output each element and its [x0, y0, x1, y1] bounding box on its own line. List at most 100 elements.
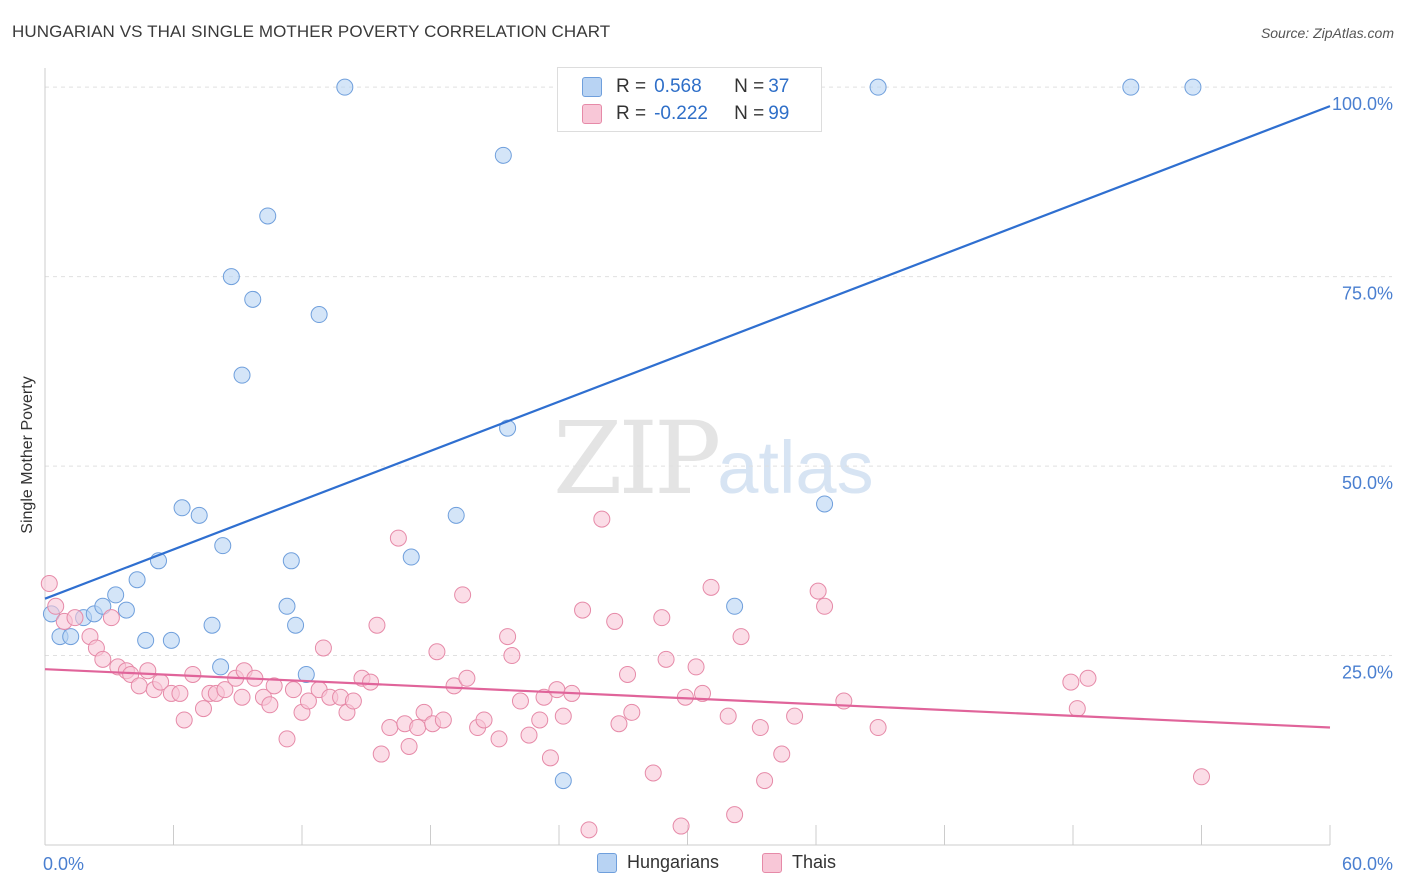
hungarian-point — [244, 290, 262, 308]
n-value: 37 — [768, 76, 790, 97]
thai-point — [719, 707, 737, 725]
hungarian-point — [278, 597, 296, 615]
thai-point — [503, 647, 521, 665]
thai-point — [653, 609, 671, 627]
thai-point — [541, 749, 559, 767]
thai-point — [362, 673, 380, 691]
n-value: 99 — [768, 103, 790, 124]
thai-point — [756, 772, 774, 790]
hungarian-point — [297, 665, 315, 683]
thai-point — [511, 692, 529, 710]
source-label: Source: ZipAtlas.com — [1260, 25, 1394, 41]
thai-point — [580, 821, 598, 839]
legend-item-hungarians: Hungarians — [597, 852, 719, 873]
hungarian-point — [62, 628, 80, 646]
hungarian-point — [554, 772, 572, 790]
hungarian-point — [190, 506, 208, 524]
thai-point — [490, 730, 508, 748]
thai-point — [299, 692, 317, 710]
legend-label-thais: Thais — [792, 852, 837, 872]
watermark: ZIPatlas — [553, 400, 874, 517]
thai-point — [389, 529, 407, 547]
thai-point — [216, 681, 234, 699]
thai-point — [702, 578, 720, 596]
thai-legend-swatch — [762, 852, 782, 873]
y-tick-label: 50.0% — [1342, 473, 1393, 493]
n-label: N = — [734, 76, 765, 97]
thai-point — [47, 597, 65, 615]
thai-point — [869, 719, 887, 737]
thai-point — [265, 677, 283, 695]
series-legend: Hungarians Thais — [0, 852, 1406, 876]
hungarian-swatch — [582, 77, 602, 97]
thai-point — [400, 737, 418, 755]
watermark-zip: ZIP — [553, 400, 721, 517]
hungarian-point — [117, 601, 135, 619]
r-value: -0.222 — [654, 103, 708, 124]
hungarian-point — [107, 586, 125, 604]
thai-point — [314, 639, 332, 657]
thai-point — [368, 616, 386, 634]
hungarian-point — [402, 548, 420, 566]
hungarian-point — [336, 78, 354, 96]
thai-point — [726, 806, 744, 824]
thai-point — [499, 628, 517, 646]
hungarian-point — [128, 571, 146, 589]
thai-point — [40, 575, 58, 593]
thai-point — [94, 650, 112, 668]
thai-point — [409, 719, 427, 737]
hungarian-point — [869, 78, 887, 96]
thai-point — [454, 586, 472, 604]
chart-title: HUNGARIAN VS THAI SINGLE MOTHER POVERTY … — [12, 22, 611, 41]
correlation-legend: R = 0.568 N = 37 R = -0.222 N = 99 — [557, 67, 822, 132]
hungarian-trend-line — [44, 105, 1331, 600]
hungarian-point — [310, 306, 328, 324]
legend-row-hungarians: R = 0.568 N = 37 — [582, 76, 789, 98]
thai-point — [593, 510, 611, 528]
thai-point — [66, 609, 84, 627]
hungarian-point — [212, 658, 230, 676]
thai-point — [344, 692, 362, 710]
y-tick-label: 100.0% — [1332, 94, 1393, 114]
thai-point — [520, 726, 538, 744]
hungarian-point — [214, 537, 232, 555]
thai-point — [657, 650, 675, 668]
thai-trend-line — [44, 668, 1331, 729]
thai-point — [372, 745, 390, 763]
thai-point — [531, 711, 549, 729]
hungarian-legend-swatch — [597, 852, 617, 873]
thai-point — [415, 703, 433, 721]
hungarian-point — [287, 616, 305, 634]
legend-row-thais: R = -0.222 N = 99 — [582, 103, 789, 125]
thai-point — [644, 764, 662, 782]
thai-point — [554, 707, 572, 725]
thai-point — [610, 715, 628, 733]
thai-point — [1068, 700, 1086, 718]
thai-point — [693, 684, 711, 702]
hungarian-point — [233, 366, 251, 384]
thai-point — [751, 719, 769, 737]
thai-point — [623, 703, 641, 721]
thai-point — [548, 681, 566, 699]
thai-point — [381, 719, 399, 737]
thai-point — [773, 745, 791, 763]
thai-point — [184, 665, 202, 683]
thai-point — [535, 688, 553, 706]
r-label: R = — [616, 76, 647, 97]
thai-point — [458, 669, 476, 687]
thai-point — [233, 688, 251, 706]
thai-point — [284, 681, 302, 699]
thai-point — [428, 643, 446, 661]
thai-point — [475, 711, 493, 729]
thai-point — [606, 612, 624, 630]
hungarian-point — [494, 146, 512, 164]
hungarian-point — [173, 499, 191, 517]
thai-point — [175, 711, 193, 729]
r-value: 0.568 — [654, 76, 702, 97]
thai-point — [278, 730, 296, 748]
thai-point — [102, 609, 120, 627]
thai-point — [816, 597, 834, 615]
hungarian-point — [282, 552, 300, 570]
thai-point — [139, 662, 157, 680]
